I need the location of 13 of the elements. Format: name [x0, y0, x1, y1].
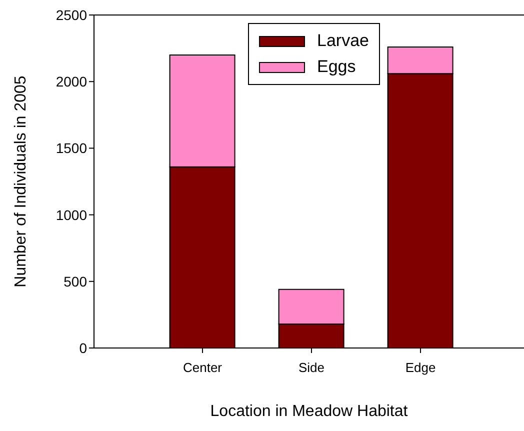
y-tick-label: 1000: [56, 206, 88, 223]
y-tick-label: 1500: [56, 140, 88, 156]
x-tick-label: Edge: [405, 360, 436, 376]
y-tick-label: 2500: [56, 6, 88, 23]
legend-label: Larvae: [317, 31, 369, 51]
x-tick-label: Center: [182, 360, 223, 376]
x-axis-title: Location in Meadow Habitat: [210, 403, 408, 420]
legend-label: Eggs: [317, 57, 356, 77]
y-tick-label: 0: [79, 340, 88, 356]
y-tick-label: 2000: [56, 74, 88, 90]
x-tick-label: Side: [298, 360, 325, 376]
y-tick-label: 500: [64, 273, 88, 290]
y-axis-title: Number of Individuals in 2005: [12, 76, 30, 288]
